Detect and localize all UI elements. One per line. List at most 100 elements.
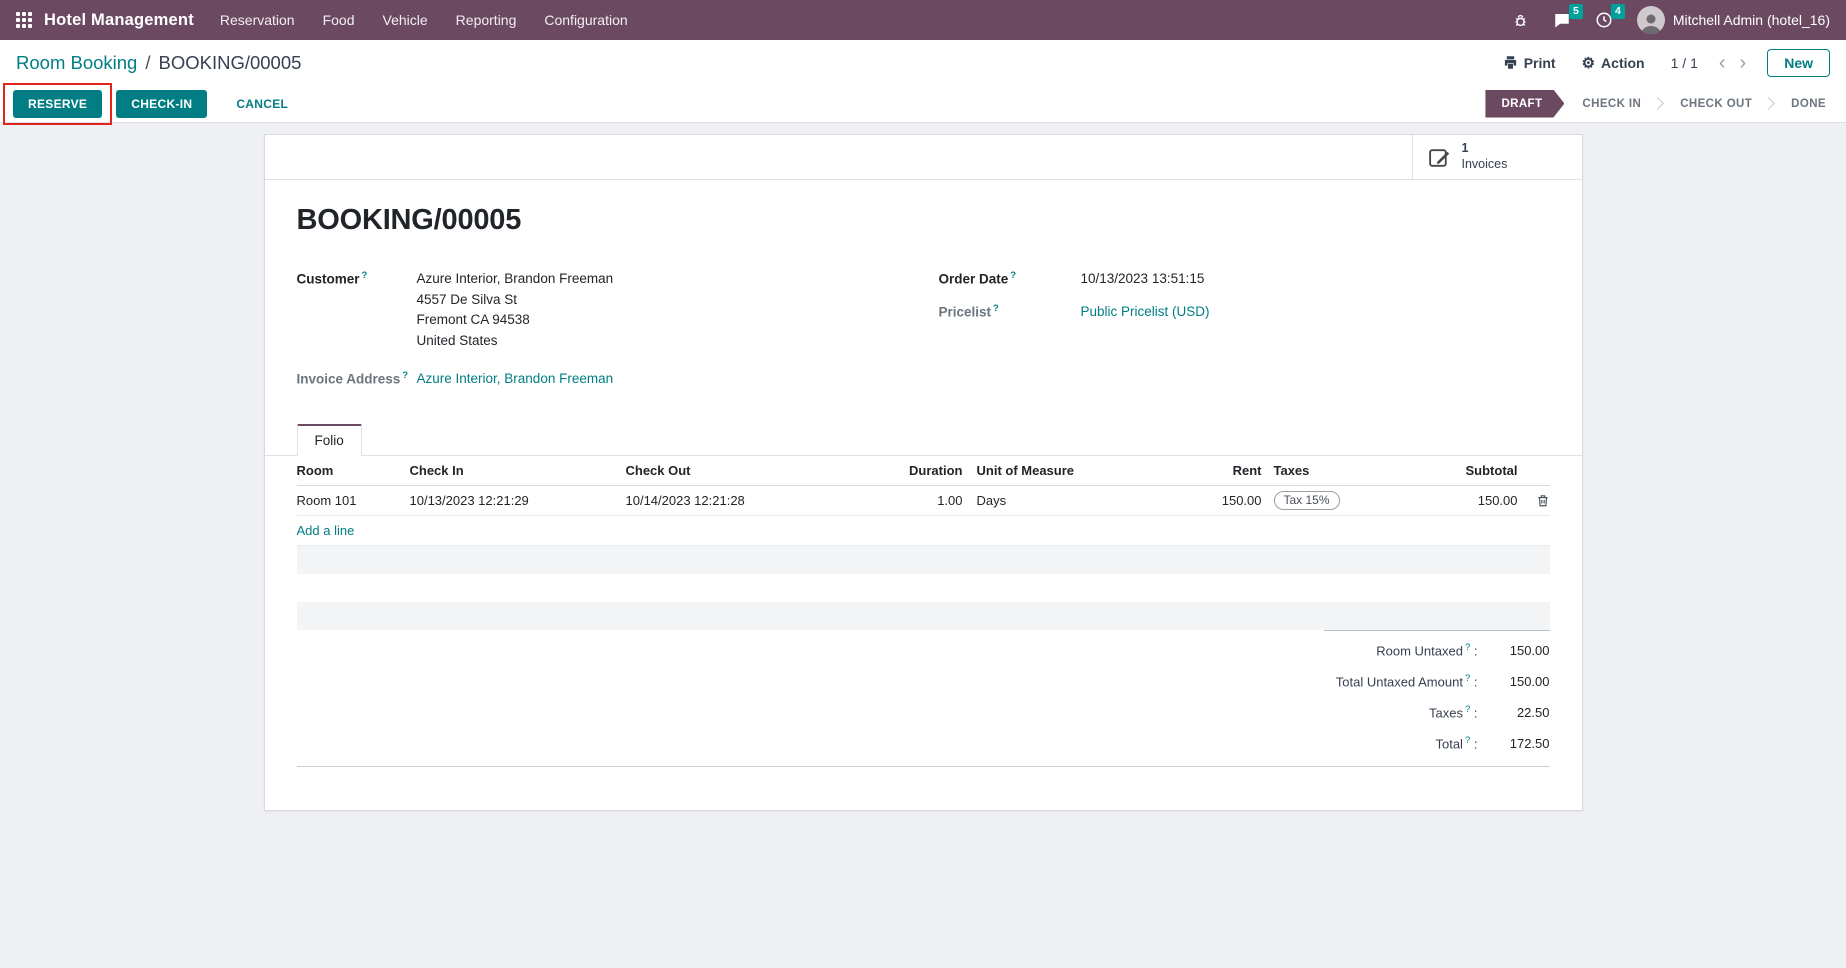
check-in-button[interactable]: CHECK-IN xyxy=(116,89,208,118)
totals-block: Room Untaxed? : 150.00 Total Untaxed Amo… xyxy=(1323,629,1550,759)
print-label: Print xyxy=(1523,54,1556,71)
total-value: 150.00 xyxy=(1509,642,1550,658)
cell-check-out[interactable]: 10/14/2023 12:21:28 xyxy=(625,492,745,508)
apps-grid-icon[interactable] xyxy=(16,12,32,28)
empty-table-row xyxy=(296,601,1550,630)
navbar-left: Hotel Management Reservation Food Vehicl… xyxy=(16,11,656,30)
breadcrumb-current: BOOKING/00005 xyxy=(158,51,302,73)
help-icon: ? xyxy=(361,270,368,281)
invoices-smart-button[interactable]: 1 Invoices xyxy=(1411,135,1582,179)
gear-icon: ⚙ xyxy=(1581,54,1596,72)
status-step-draft[interactable]: DRAFT xyxy=(1485,90,1564,118)
col-header-rent[interactable]: Rent xyxy=(1232,462,1262,478)
debug-bug-icon[interactable] xyxy=(1512,12,1529,29)
activities-clock-icon[interactable]: 4 xyxy=(1595,4,1625,29)
total-value: 172.50 xyxy=(1509,735,1550,751)
sheet-body: BOOKING/00005 Customer? Azure Interior, … xyxy=(264,204,1582,810)
cell-taxes[interactable]: Tax 15% xyxy=(1262,490,1433,510)
pager-prev-icon[interactable]: ‹ xyxy=(1718,51,1726,74)
help-icon: ? xyxy=(402,370,409,381)
table-row[interactable]: Room 101 10/13/2023 12:21:29 10/14/2023 … xyxy=(296,486,1550,516)
tab-folio[interactable]: Folio xyxy=(296,423,362,456)
col-header-duration[interactable]: Duration xyxy=(909,462,963,478)
customer-address-line: United States xyxy=(416,332,498,348)
action-button[interactable]: ⚙ Action xyxy=(1582,54,1645,72)
user-avatar[interactable] xyxy=(1636,6,1665,34)
total-row-taxes: Taxes? : 22.50 xyxy=(1324,697,1550,728)
app-name[interactable]: Hotel Management xyxy=(44,10,194,29)
messages-icon[interactable]: 5 xyxy=(1553,4,1583,29)
customer-value: Azure Interior, Brandon Freeman 4557 De … xyxy=(417,269,614,351)
menu-vehicle[interactable]: Vehicle xyxy=(382,12,428,28)
col-header-check-in[interactable]: Check In xyxy=(409,462,464,478)
add-line-row: Add a line xyxy=(296,516,1550,546)
customer-name[interactable]: Azure Interior, Brandon Freeman xyxy=(416,271,614,286)
help-icon: ? xyxy=(1464,734,1471,746)
invoice-address-value[interactable]: Azure Interior, Brandon Freeman xyxy=(416,371,614,386)
col-header-room[interactable]: Room xyxy=(296,462,334,478)
edit-note-icon xyxy=(1428,148,1449,167)
new-button[interactable]: New xyxy=(1767,48,1830,77)
totals-wrap: Room Untaxed? : 150.00 Total Untaxed Amo… xyxy=(297,629,1550,759)
menu-reporting[interactable]: Reporting xyxy=(455,12,517,28)
pricelist-label: Pricelist? xyxy=(938,302,999,320)
col-header-taxes[interactable]: Taxes xyxy=(1273,462,1310,478)
cell-check-in[interactable]: 10/13/2023 12:21:29 xyxy=(409,492,529,508)
invoices-label: Invoices xyxy=(1461,157,1508,171)
user-name[interactable]: Mitchell Admin (hotel_16) xyxy=(1672,12,1830,28)
pricelist-value[interactable]: Public Pricelist (USD) xyxy=(1080,303,1210,319)
help-icon: ? xyxy=(1464,641,1471,653)
cell-rent[interactable]: 150.00 xyxy=(1221,492,1262,508)
col-header-check-out[interactable]: Check Out xyxy=(625,462,691,478)
cell-unit-of-measure[interactable]: Days xyxy=(976,492,1007,508)
folio-table-header: Room Check In Check Out Duration Unit of… xyxy=(296,456,1550,486)
cell-duration[interactable]: 1.00 xyxy=(937,492,963,508)
button-box: 1 Invoices xyxy=(264,135,1582,180)
customer-label: Customer? xyxy=(296,270,368,287)
order-date-label: Order Date? xyxy=(938,270,1017,287)
invoices-count: 1 xyxy=(1461,141,1469,156)
add-a-line-link[interactable]: Add a line xyxy=(296,522,355,538)
field-column-left: Customer? Azure Interior, Brandon Freema… xyxy=(297,269,939,398)
breadcrumb-parent[interactable]: Room Booking xyxy=(16,51,138,73)
pricelist-field-row: Pricelist? Public Pricelist (USD) xyxy=(939,302,1550,323)
order-date-value[interactable]: 10/13/2023 13:51:15 xyxy=(1080,271,1205,286)
col-header-subtotal[interactable]: Subtotal xyxy=(1465,462,1518,478)
menu-food[interactable]: Food xyxy=(322,12,355,28)
total-row-total: Total? : 172.50 xyxy=(1324,728,1550,759)
chevron-right-icon xyxy=(1762,97,1776,110)
menu-configuration[interactable]: Configuration xyxy=(544,12,628,28)
top-navbar: Hotel Management Reservation Food Vehicl… xyxy=(0,0,1846,40)
status-step-check-out[interactable]: CHECK OUT xyxy=(1680,97,1753,110)
field-column-right: Order Date? 10/13/2023 13:51:15 Pricelis… xyxy=(939,269,1550,398)
menu-reservation[interactable]: Reservation xyxy=(219,12,295,28)
total-label: Total Untaxed Amount? : xyxy=(1335,672,1478,690)
total-value: 22.50 xyxy=(1516,704,1550,720)
reserve-annotation-box: RESERVE xyxy=(2,82,113,125)
invoice-address-label: Invoice Address? xyxy=(296,370,409,387)
reserve-button[interactable]: RESERVE xyxy=(13,89,103,118)
bottom-divider xyxy=(296,765,1550,767)
field-grid: Customer? Azure Interior, Brandon Freema… xyxy=(297,269,1550,398)
print-button[interactable]: Print xyxy=(1503,55,1556,71)
action-label: Action xyxy=(1601,54,1645,71)
customer-address-line: 4557 De Silva St xyxy=(416,291,518,307)
col-header-unit-of-measure[interactable]: Unit of Measure xyxy=(976,462,1075,478)
trash-icon[interactable] xyxy=(1536,493,1550,508)
notebook-tabs: Folio xyxy=(264,423,1582,456)
content-area: 1 Invoices BOOKING/00005 Customer? xyxy=(0,123,1846,968)
cell-subtotal: 150.00 xyxy=(1477,492,1518,508)
help-icon: ? xyxy=(1464,672,1471,684)
empty-table-row xyxy=(297,574,1550,602)
status-step-check-in[interactable]: CHECK IN xyxy=(1582,97,1642,110)
status-step-done[interactable]: DONE xyxy=(1791,97,1826,110)
printer-icon xyxy=(1504,56,1516,69)
cell-room[interactable]: Room 101 xyxy=(296,492,357,508)
form-action-bar: RESERVE CHECK-IN CANCEL DRAFT CHECK IN C… xyxy=(0,82,1846,125)
breadcrumb-bar: Room Booking / BOOKING/00005 Print ⚙ Act… xyxy=(0,40,1846,85)
breadcrumb-separator: / xyxy=(145,51,151,73)
customer-field-row: Customer? Azure Interior, Brandon Freema… xyxy=(297,269,939,351)
cancel-button[interactable]: CANCEL xyxy=(221,89,304,118)
pager-next-icon[interactable]: › xyxy=(1739,51,1747,74)
tax-badge[interactable]: Tax 15% xyxy=(1273,490,1340,510)
